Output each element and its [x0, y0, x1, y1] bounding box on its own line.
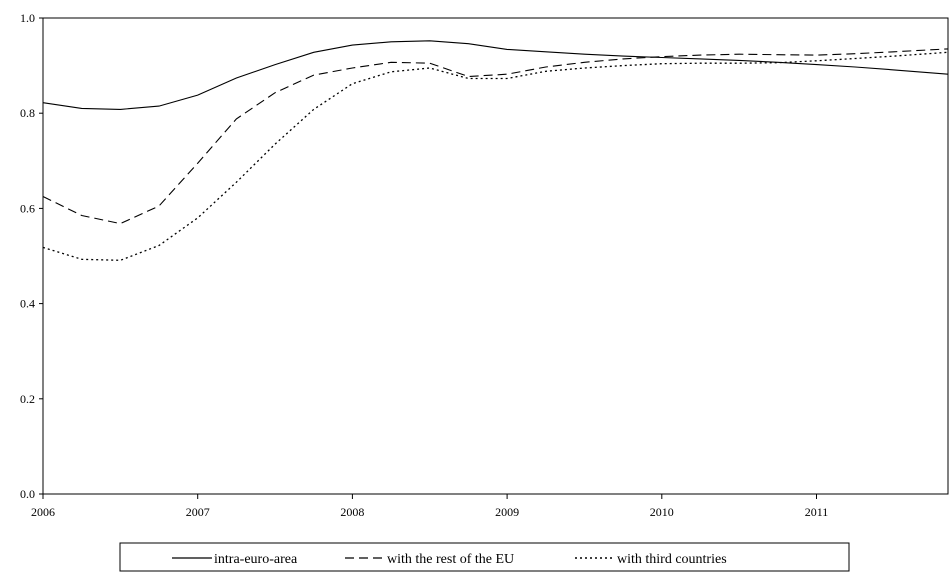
y-tick-label: 0.0	[20, 487, 35, 501]
x-tick-label: 2007	[186, 505, 210, 519]
legend: intra-euro-area with the rest of the EU wi…	[119, 542, 850, 572]
series-line-3	[42, 51, 949, 261]
y-tick-label: 1.0	[20, 11, 35, 25]
x-tick-label: 2011	[805, 505, 829, 519]
y-tick-label: 0.8	[20, 106, 35, 120]
series-line-1	[42, 40, 949, 110]
y-tick-label: 0.2	[20, 392, 35, 406]
legend-box	[119, 542, 850, 572]
legend-label-1: intra-euro-area	[214, 552, 298, 567]
x-tick-label: 2008	[340, 505, 364, 519]
legend-label-2: with the rest of the EU	[387, 552, 514, 567]
series-line-2	[42, 48, 949, 225]
y-tick-label: 0.4	[20, 297, 35, 311]
x-tick-label: 2010	[650, 505, 674, 519]
legend-label-3: with third countries	[617, 552, 727, 567]
x-tick-label: 2009	[495, 505, 519, 519]
plot-frame	[42, 17, 949, 495]
plot-area: 0.0 0.2 0.4 0.6 0.8 1.0 2006 2007 2008 2009 2010 20…	[20, 11, 949, 519]
y-tick-label: 0.6	[20, 201, 35, 215]
x-tick-label: 2006	[31, 505, 55, 519]
